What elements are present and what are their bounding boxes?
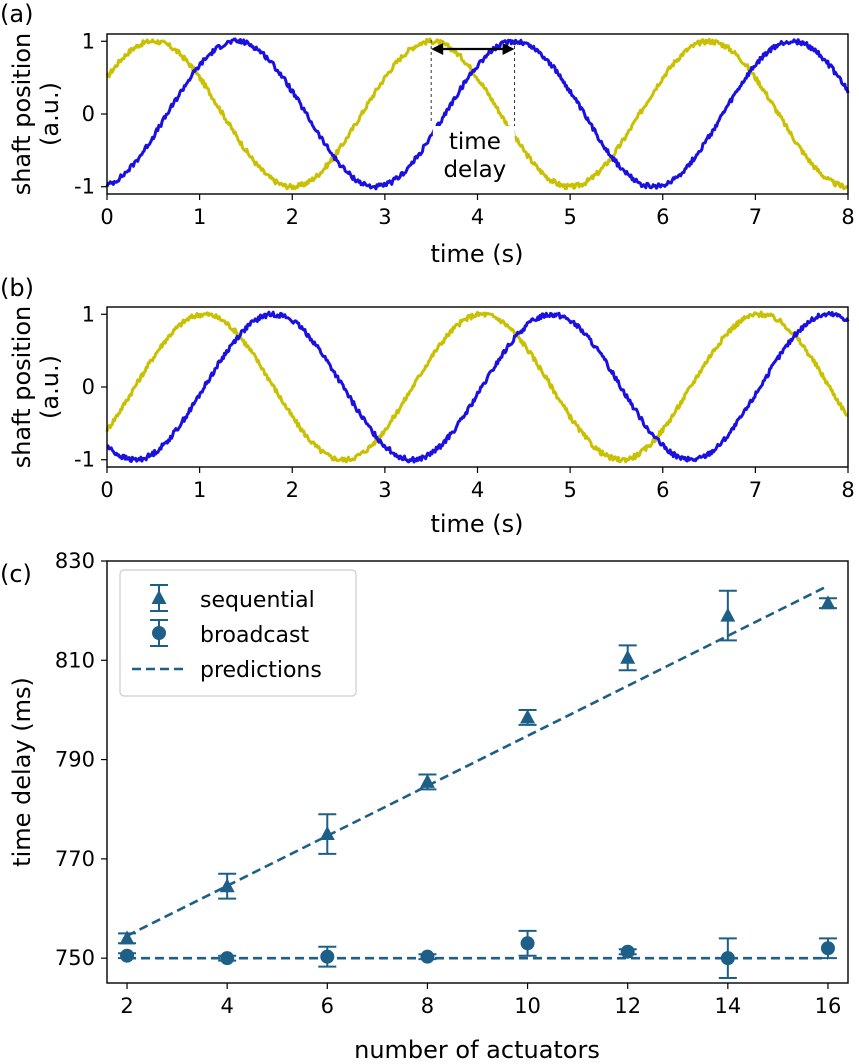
y-tick-label: -1 <box>74 175 95 199</box>
broadcast-marker-2 <box>120 948 135 963</box>
x-tick-label: 1 <box>193 478 206 502</box>
x-tick-label: 4 <box>220 994 233 1018</box>
y-tick-label: 790 <box>55 748 95 772</box>
panel-c-x-label: number of actuators <box>354 1036 600 1064</box>
legend-sequential-marker <box>151 590 167 604</box>
panel-c-y-ticks: 750 770 790 810 830 <box>55 549 107 970</box>
series-output <box>105 37 850 191</box>
panel-b-y-label: shaft position <box>8 306 36 469</box>
y-tick-label: 830 <box>55 549 95 573</box>
sequential-marker-8 <box>419 773 435 788</box>
sequential-marker-16 <box>820 595 836 610</box>
delay-arrow-head-right <box>502 43 515 55</box>
panel-b-x-label: time (s) <box>430 510 523 538</box>
broadcast-marker-14 <box>720 951 735 966</box>
series-input <box>105 310 850 464</box>
x-tick-label: 3 <box>378 205 391 229</box>
x-tick-label: 3 <box>378 478 391 502</box>
panel-a-x-label: time (s) <box>430 240 523 268</box>
series-input <box>105 37 849 191</box>
broadcast-marker-6 <box>320 949 335 964</box>
sequential-marker-4 <box>219 878 235 893</box>
legend: sequential broadcast predictions <box>119 569 357 697</box>
legend-box <box>119 569 357 697</box>
sequential-marker-10 <box>520 709 536 724</box>
delay-arrow-head-left <box>431 43 444 55</box>
panel-a-y-unit: (a.u.) <box>36 82 64 146</box>
y-tick-label: 810 <box>55 648 95 672</box>
sequential-marker-14 <box>720 607 736 622</box>
series-output <box>106 310 850 464</box>
x-tick-label: 10 <box>514 994 541 1018</box>
x-tick-label: 8 <box>421 994 434 1018</box>
x-tick-label: 2 <box>286 478 299 502</box>
sequential-marker-6 <box>319 826 335 841</box>
broadcast-marker-12 <box>620 944 635 959</box>
panel-b-curves <box>105 310 850 464</box>
panel-c-data <box>118 584 837 980</box>
x-tick-label: 5 <box>563 478 576 502</box>
sequential-marker-12 <box>620 649 636 664</box>
x-tick-label: 2 <box>286 205 299 229</box>
legend-predictions: predictions <box>200 658 322 683</box>
sequential-marker-2 <box>119 930 135 945</box>
broadcast-marker-16 <box>820 941 835 956</box>
y-tick-label: 1 <box>82 302 95 326</box>
legend-broadcast: broadcast <box>200 623 309 648</box>
x-tick-label: 6 <box>656 478 669 502</box>
x-tick-label: 4 <box>471 478 484 502</box>
panel-a-y-label: shaft position <box>8 33 36 196</box>
x-tick-label: 16 <box>815 994 842 1018</box>
x-tick-label: 6 <box>656 205 669 229</box>
y-tick-label: 750 <box>55 946 95 970</box>
x-tick-label: 8 <box>841 205 854 229</box>
legend-broadcast-marker <box>152 626 166 640</box>
x-tick-label: 12 <box>614 994 641 1018</box>
x-tick-label: 8 <box>841 478 854 502</box>
panel-label-b: (b) <box>0 274 34 302</box>
broadcast-marker-4 <box>220 951 235 966</box>
x-tick-label: 5 <box>563 205 576 229</box>
y-tick-label: 0 <box>82 102 95 126</box>
panel-a-y-ticks: -1 0 1 <box>74 29 107 199</box>
y-tick-label: 0 <box>82 375 95 399</box>
legend-symbols <box>132 584 184 671</box>
broadcast-marker-8 <box>420 949 435 964</box>
x-tick-label: 1 <box>193 205 206 229</box>
panel-a-curves <box>105 37 850 191</box>
annotation-text-time: time <box>449 129 501 155</box>
panel-b-y-ticks: -1 0 1 <box>74 302 107 472</box>
prediction-line-1 <box>126 584 829 937</box>
annotation-background <box>432 126 515 184</box>
y-tick-label: -1 <box>74 448 95 472</box>
panel-b-frame <box>106 306 849 468</box>
x-tick-label: 4 <box>471 205 484 229</box>
broadcast-marker-10 <box>520 936 535 951</box>
x-tick-label: 6 <box>321 994 334 1018</box>
x-tick-label: 0 <box>100 478 113 502</box>
x-tick-label: 7 <box>749 205 762 229</box>
y-tick-label: 1 <box>82 29 95 53</box>
y-tick-label: 770 <box>55 847 95 871</box>
x-tick-label: 2 <box>120 994 133 1018</box>
panel-a-x-ticks: 0 1 2 3 4 5 6 7 8 <box>100 194 855 229</box>
panel-label-c: (c) <box>0 560 32 588</box>
x-tick-label: 7 <box>749 478 762 502</box>
x-tick-label: 0 <box>100 205 113 229</box>
panel-b-x-ticks: 0 1 2 3 4 5 6 7 8 <box>100 467 855 502</box>
panel-b-y-unit: (a.u.) <box>36 355 64 419</box>
legend-sequential: sequential <box>200 588 315 613</box>
panel-c-frame <box>106 560 849 984</box>
x-tick-label: 14 <box>714 994 741 1018</box>
annotation-text-delay: delay <box>443 157 506 183</box>
panel-c-x-ticks: 2 4 6 8 10 12 14 16 <box>120 983 841 1018</box>
panel-c-y-label: time delay (ms) <box>8 677 36 867</box>
panel-label-a: (a) <box>0 0 33 28</box>
